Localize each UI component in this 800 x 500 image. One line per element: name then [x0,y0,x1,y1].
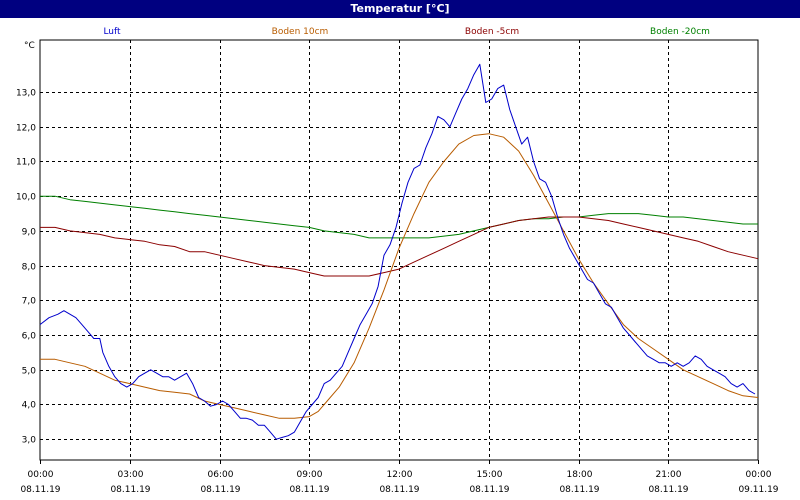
x-tick-time: 00:00 [746,470,772,480]
x-tick-date: 08.11.19 [469,485,509,495]
legend-item: Luft [103,27,121,37]
x-tick-date: 08.11.19 [110,485,150,495]
y-tick-label: 10,0 [16,193,36,203]
y-tick-label: 11,0 [16,158,36,168]
series-line-luft [39,63,756,440]
y-tick-label: 12,0 [16,124,36,134]
y-tick-label: 13,0 [16,89,36,99]
x-tick-time: 03:00 [118,470,144,480]
x-tick-time: 12:00 [387,470,413,480]
y-tick-label: 9,0 [22,228,37,238]
y-axis-unit: °C [24,41,35,51]
series-line-boden-10cm [40,133,759,419]
x-tick-date: 08.11.19 [289,485,329,495]
x-tick-time: 00:00 [28,470,54,480]
y-tick-label: 5,0 [22,367,37,377]
y-tick-label: 4,0 [22,401,37,411]
x-tick-date: 08.11.19 [559,485,599,495]
x-tick-time: 06:00 [208,470,234,480]
legend-item: Boden -5cm [465,27,519,37]
x-tick-time: 21:00 [656,470,682,480]
x-tick-time: 18:00 [567,470,593,480]
y-tick-label: 7,0 [22,297,37,307]
x-tick-date: 08.11.19 [379,485,419,495]
x-tick-date: 08.11.19 [200,485,240,495]
x-tick-date: 08.11.19 [20,485,60,495]
chart-title: Temperatur [°C] [0,0,800,18]
x-tick-time: 09:00 [297,470,323,480]
series-line-boden-5cm [40,216,759,277]
y-tick-label: 3,0 [22,436,37,446]
series-line-boden-20cm [40,195,758,239]
x-tick-date: 09.11.19 [738,485,778,495]
y-tick-label: 6,0 [22,332,37,342]
y-tick-label: 8,0 [22,263,37,273]
x-tick-date: 08.11.19 [648,485,688,495]
legend-item: Boden 10cm [272,27,329,37]
legend-item: Boden -20cm [650,27,710,37]
x-tick-time: 15:00 [477,470,503,480]
